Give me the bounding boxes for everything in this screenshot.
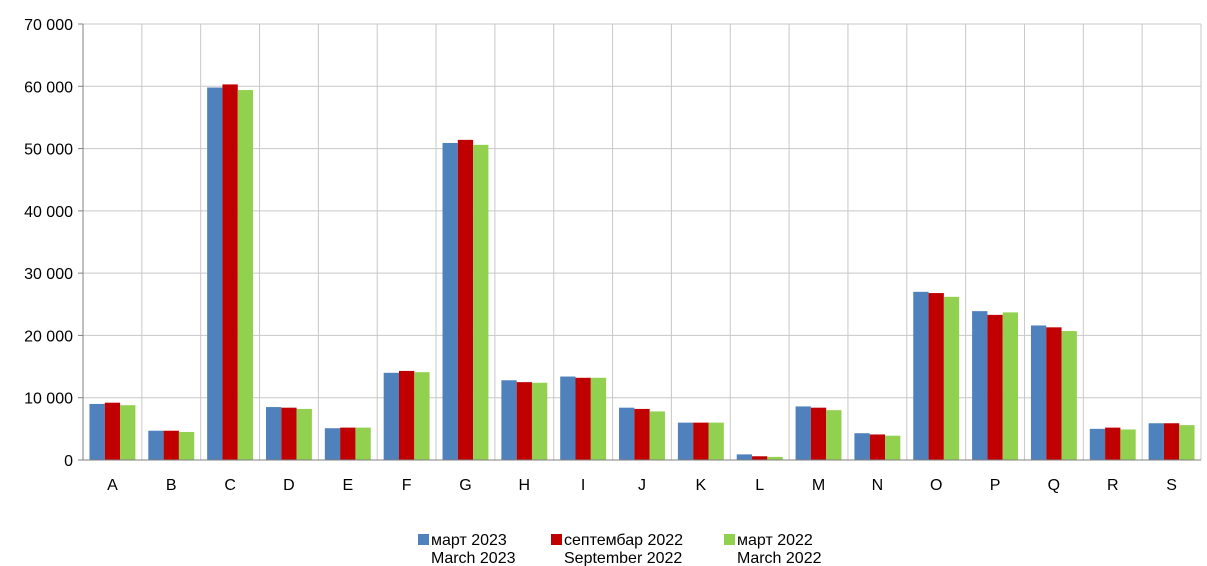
bar-P-series-3	[1002, 312, 1019, 460]
bar-L-series-2	[752, 456, 768, 460]
bar-I-series-2	[575, 377, 591, 460]
bar-R-series-2	[1105, 427, 1121, 460]
bar-F-series-3	[414, 372, 430, 460]
bar-K-series-1	[677, 422, 694, 460]
bar-N-series-3	[885, 435, 901, 460]
bar-B-series-2	[163, 430, 179, 460]
bar-Q-series-1	[1030, 325, 1047, 460]
x-tick-label: K	[696, 477, 707, 494]
x-tick-label: B	[166, 477, 177, 494]
bar-D-series-1	[265, 407, 282, 460]
y-tick-label: 70 000	[24, 17, 73, 34]
bar-H-series-2	[516, 382, 532, 460]
bar-E-series-2	[340, 427, 356, 460]
bar-R-series-1	[1089, 428, 1106, 460]
bar-O-series-3	[943, 296, 960, 460]
x-tick-label: F	[402, 477, 412, 494]
x-tick-label: P	[990, 477, 1001, 494]
bar-O-series-1	[913, 291, 929, 460]
bar-Q-series-2	[1046, 327, 1062, 460]
bar-N-series-2	[869, 434, 886, 460]
legend-label: септембар 2022	[564, 532, 683, 549]
bar-G-series-3	[473, 144, 489, 460]
bar-D-series-2	[281, 407, 297, 460]
x-tick-label: G	[459, 477, 471, 494]
x-tick-label: I	[581, 477, 585, 494]
bar-J-series-3	[649, 411, 665, 460]
y-tick-label: 40 000	[24, 204, 73, 221]
bar-B-series-3	[178, 431, 195, 460]
y-tick-label: 50 000	[24, 142, 73, 159]
bar-J-series-1	[619, 407, 635, 460]
legend-label-en: September 2022	[564, 550, 682, 566]
legend-swatch	[418, 534, 429, 545]
bar-A-series-2	[104, 402, 121, 460]
bar-R-series-3	[1120, 429, 1136, 460]
bar-Q-series-3	[1061, 331, 1077, 460]
bar-A-series-1	[89, 403, 105, 460]
x-tick-label: N	[872, 477, 884, 494]
bar-E-series-1	[324, 428, 341, 460]
bar-S-series-2	[1163, 423, 1180, 460]
bar-C-series-2	[222, 84, 238, 460]
bar-A-series-3	[120, 405, 136, 460]
bar-O-series-2	[928, 293, 944, 460]
bar-I-series-1	[560, 376, 576, 460]
bars-layer	[89, 84, 1195, 461]
x-tick-label: D	[283, 477, 295, 494]
bar-K-series-3	[708, 422, 724, 460]
bar-M-series-1	[795, 406, 811, 460]
bar-I-series-3	[590, 377, 607, 460]
bar-C-series-3	[237, 90, 254, 460]
y-tick-label: 60 000	[24, 79, 73, 96]
bar-J-series-2	[634, 408, 650, 460]
grid-layer	[83, 23, 1202, 460]
legend-label-en: March 2022	[737, 550, 822, 566]
bar-B-series-1	[148, 430, 164, 460]
legend-label: март 2023	[431, 532, 507, 549]
x-tick-label: O	[930, 477, 942, 494]
x-tick-label: Q	[1048, 477, 1060, 494]
x-tick-label: H	[519, 477, 531, 494]
x-tick-label: E	[342, 477, 353, 494]
bar-D-series-3	[296, 408, 312, 460]
bar-H-series-1	[501, 380, 517, 460]
x-tick-label: M	[812, 477, 825, 494]
bar-H-series-3	[531, 382, 548, 460]
x-tick-label: R	[1107, 477, 1119, 494]
bar-C-series-1	[207, 87, 223, 460]
bar-F-series-1	[383, 372, 399, 460]
bar-E-series-3	[355, 427, 371, 460]
bar-L-series-3	[767, 456, 783, 460]
bar-S-series-1	[1148, 423, 1164, 460]
legend-label: март 2022	[737, 532, 813, 549]
bar-K-series-2	[693, 422, 709, 460]
y-tick-label: 10 000	[24, 391, 73, 408]
axis-layer: 0 10 000 20 000 30 000 40 000 50 000 60 000 70 …	[24, 17, 1201, 494]
legend-swatch	[724, 534, 735, 545]
legend-label-en: March 2023	[431, 550, 516, 566]
x-tick-label: S	[1166, 477, 1177, 494]
x-tick-label: J	[638, 477, 646, 494]
x-tick-label: A	[107, 477, 118, 494]
y-tick-label: 30 000	[24, 266, 73, 283]
bar-L-series-1	[736, 454, 753, 460]
bar-M-series-2	[810, 407, 827, 460]
bar-P-series-2	[987, 314, 1003, 460]
x-tick-label: C	[224, 477, 236, 494]
bar-S-series-3	[1179, 425, 1195, 460]
bar-P-series-1	[972, 311, 988, 460]
bar-M-series-3	[826, 410, 842, 460]
bar-N-series-1	[854, 433, 870, 460]
bar-F-series-2	[398, 370, 415, 460]
y-tick-label: 0	[64, 453, 73, 470]
x-tick-label: L	[755, 477, 764, 494]
bar-G-series-2	[457, 139, 474, 460]
legend-swatch	[551, 534, 562, 545]
y-tick-label: 20 000	[24, 328, 73, 345]
bar-G-series-1	[442, 142, 458, 461]
